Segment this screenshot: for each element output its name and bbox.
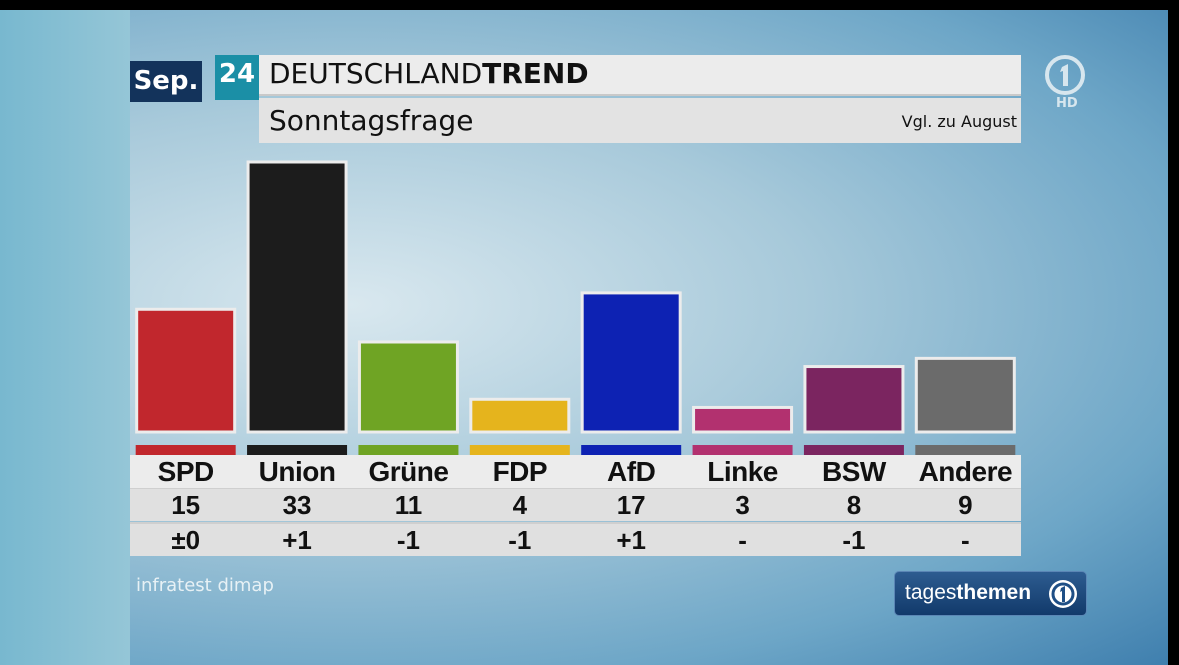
color-strip-afd — [581, 445, 682, 455]
party-name-andere: Andere — [918, 456, 1013, 487]
day-badge: 24 — [215, 55, 259, 100]
bar-spd — [135, 307, 237, 434]
color-strip-linke — [692, 445, 793, 455]
party-change-afd: +1 — [616, 525, 647, 555]
page-title: DEUTSCHLANDTREND — [269, 57, 589, 90]
party-name-union: Union — [258, 456, 336, 487]
party-value-andere: 9 — [958, 490, 973, 520]
tagesthemen-bold-part: themen — [956, 581, 1032, 604]
title-bar: DEUTSCHLANDTREND — [259, 55, 1021, 96]
tagesthemen-logo: tagesthemen — [894, 571, 1087, 616]
source-label: infratest dimap — [136, 575, 274, 596]
party-change-grüne: -1 — [396, 525, 420, 555]
color-strip-union — [247, 445, 348, 455]
left-background-strip — [0, 10, 130, 665]
results-table: SPD Union Grüne FDP AfD Linke BSW Andere 15 33 11… — [130, 455, 1021, 556]
party-change-fdp: -1 — [508, 525, 532, 555]
party-change-andere: - — [960, 525, 970, 555]
party-change-bsw: -1 — [842, 525, 866, 555]
party-change-spd: ±0 — [171, 525, 201, 555]
party-value-fdp: 4 — [512, 490, 528, 520]
tagesthemen-light-part: tages — [905, 581, 957, 604]
bar-linke — [692, 405, 794, 434]
tv-screen: Sep. 24 DEUTSCHLANDTREND Sonntagsfrage V… — [0, 10, 1168, 665]
ard-one-small-icon — [1049, 580, 1077, 608]
bar-afd — [580, 291, 682, 434]
party-value-bsw: 8 — [846, 490, 862, 520]
title-light-part: DEUTSCHLAND — [269, 57, 483, 90]
party-change-union: +1 — [282, 525, 312, 555]
percent-value-row: 15 33 11 4 17 3 8 9 — [130, 488, 1021, 521]
bar-bsw — [803, 365, 905, 434]
party-value-union: 33 — [282, 490, 312, 520]
title-bold-part: TREND — [482, 57, 589, 90]
month-badge: Sep. — [130, 61, 202, 102]
bar-chart — [135, 160, 1016, 455]
party-name-bsw: BSW — [822, 456, 886, 487]
party-value-grüne: 11 — [394, 490, 423, 520]
color-strip-grüne — [358, 445, 459, 455]
party-name-row: SPD Union Grüne FDP AfD Linke BSW Andere — [130, 455, 1021, 488]
party-name-afd: AfD — [607, 456, 656, 487]
party-name-fdp: FDP — [492, 456, 548, 487]
party-value-linke: 3 — [735, 490, 750, 520]
bar-fdp — [469, 397, 571, 434]
party-name-spd: SPD — [157, 456, 215, 487]
ard-one-logo-icon — [1045, 55, 1085, 95]
subtitle-bar: Sonntagsfrage Vgl. zu August — [259, 98, 1021, 143]
tagesthemen-wordmark: tagesthemen — [905, 581, 1031, 605]
party-change-linke: - — [738, 525, 747, 555]
chart-subtitle: Sonntagsfrage — [269, 104, 474, 137]
comparison-note: Vgl. zu August — [901, 112, 1017, 131]
bar-grüne — [357, 340, 459, 434]
color-strip-spd — [135, 445, 236, 455]
party-value-afd: 17 — [616, 490, 646, 520]
party-name-linke: Linke — [707, 456, 778, 487]
change-row: ±0 +1 -1 -1 +1 - -1 - — [130, 522, 1021, 556]
bar-andere — [914, 356, 1016, 434]
hd-label: HD — [1056, 96, 1078, 111]
bar-union — [246, 160, 348, 434]
color-strip-fdp — [469, 445, 570, 455]
party-name-grüne: Grüne — [368, 456, 449, 487]
party-value-spd: 15 — [171, 490, 201, 520]
color-strip-bsw — [803, 445, 904, 455]
color-strip-andere — [915, 445, 1016, 455]
